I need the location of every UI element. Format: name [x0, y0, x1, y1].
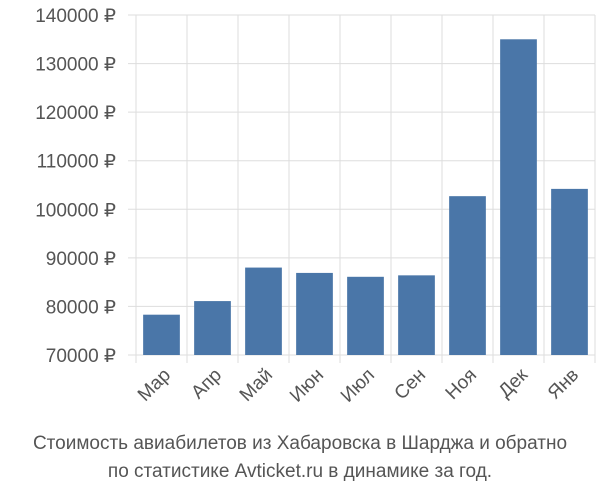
bars: [143, 39, 588, 356]
x-tick-label: Дек: [495, 364, 533, 402]
x-axis: Мар Апр Май Июн Июл Сен Ноя Дек Янв: [134, 364, 583, 407]
y-tick-label: 130000 ₽: [35, 55, 116, 76]
y-tick-label: 80000 ₽: [46, 297, 116, 318]
y-tick-label: 90000 ₽: [46, 249, 116, 270]
y-tick-label: 100000 ₽: [35, 200, 116, 221]
x-tick-label: Янв: [544, 365, 583, 404]
caption-line-2: по статистике Avticket.ru в динамике за …: [107, 461, 493, 482]
x-tick-label: Апр: [187, 365, 226, 404]
grid-lines: [128, 14, 596, 363]
bar-chart: 70000 ₽ 80000 ₽ 90000 ₽ 100000 ₽ 110000 ₽ 120…: [35, 6, 596, 407]
x-tick-label: Май: [236, 365, 277, 406]
y-tick-label: 120000 ₽: [35, 103, 116, 124]
bar: [143, 314, 180, 355]
x-tick-label: Июн: [286, 365, 328, 407]
bar: [449, 196, 486, 355]
y-tick-label: 140000 ₽: [35, 6, 116, 27]
x-tick-label: Ноя: [442, 365, 481, 404]
bar: [500, 39, 537, 356]
bar: [245, 267, 282, 355]
bar: [296, 272, 333, 355]
x-tick-label: Мар: [134, 365, 175, 406]
y-tick-label: 70000 ₽: [46, 346, 116, 367]
y-axis: 70000 ₽ 80000 ₽ 90000 ₽ 100000 ₽ 110000 ₽ 120…: [35, 6, 116, 367]
chart-caption: Стоимость авиабилетов из Хабаровска в Ша…: [0, 430, 600, 486]
x-tick-label: Июл: [337, 365, 379, 407]
bar: [551, 188, 588, 355]
x-tick-label: Сен: [391, 365, 430, 404]
caption-line-1: Стоимость авиабилетов из Хабаровска в Ша…: [32, 433, 568, 454]
bar: [398, 275, 435, 355]
bar: [347, 276, 384, 355]
bar: [194, 301, 231, 355]
y-tick-label: 110000 ₽: [37, 152, 116, 173]
